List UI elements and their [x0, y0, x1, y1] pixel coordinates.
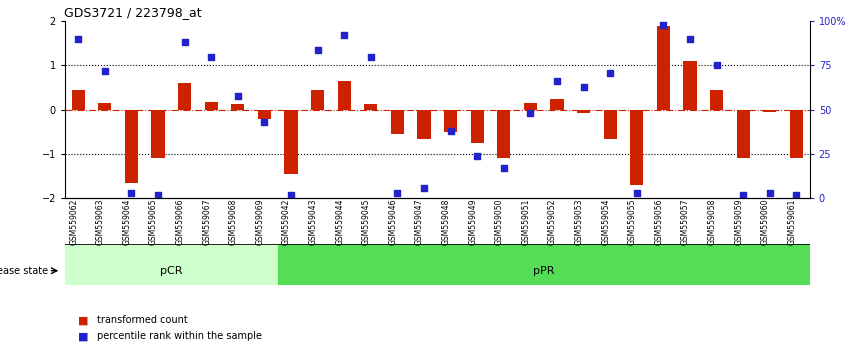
Point: [577, 84, 591, 90]
Bar: [204, 102, 218, 110]
Bar: [630, 110, 643, 185]
Text: GSM559058: GSM559058: [708, 199, 716, 245]
Point: [443, 128, 457, 134]
Text: pCR: pCR: [160, 266, 183, 276]
Point: [604, 70, 617, 75]
Bar: [338, 81, 351, 110]
Point: [337, 33, 351, 38]
Point: [231, 93, 245, 98]
Bar: [790, 110, 803, 159]
Point: [470, 153, 484, 159]
Text: GSM559049: GSM559049: [469, 199, 477, 245]
Point: [257, 119, 271, 125]
Text: GSM559053: GSM559053: [575, 199, 584, 245]
Text: pPR: pPR: [533, 266, 554, 276]
Point: [98, 68, 112, 74]
Bar: [444, 110, 457, 132]
Point: [550, 79, 564, 84]
Text: GSM559055: GSM559055: [628, 199, 637, 245]
Text: GSM559048: GSM559048: [442, 199, 450, 245]
Bar: [524, 103, 537, 110]
Bar: [391, 110, 404, 134]
Text: disease state: disease state: [0, 266, 48, 276]
Bar: [125, 110, 138, 183]
Text: GSM559061: GSM559061: [787, 199, 797, 245]
Bar: [72, 90, 85, 110]
Text: GSM559068: GSM559068: [229, 199, 238, 245]
Point: [364, 54, 378, 59]
Point: [763, 190, 777, 196]
Bar: [98, 103, 112, 110]
Point: [683, 36, 697, 42]
Text: GSM559050: GSM559050: [494, 199, 504, 245]
Text: percentile rank within the sample: percentile rank within the sample: [97, 331, 262, 341]
Point: [790, 192, 804, 198]
Bar: [365, 104, 378, 110]
Text: GSM559044: GSM559044: [335, 199, 345, 245]
Text: GSM559059: GSM559059: [734, 199, 743, 245]
Bar: [178, 83, 191, 110]
Point: [497, 165, 511, 171]
Point: [709, 63, 723, 68]
Text: GSM559047: GSM559047: [415, 199, 424, 245]
Bar: [311, 90, 324, 110]
Text: GSM559064: GSM559064: [122, 199, 132, 245]
Text: ■: ■: [78, 315, 88, 325]
Bar: [65, 244, 278, 285]
Text: GSM559046: GSM559046: [389, 199, 397, 245]
Text: GSM559065: GSM559065: [149, 199, 158, 245]
Bar: [284, 110, 298, 174]
Bar: [497, 110, 510, 159]
Text: GSM559045: GSM559045: [362, 199, 371, 245]
Bar: [710, 90, 723, 110]
Bar: [152, 110, 165, 159]
Text: GSM559054: GSM559054: [601, 199, 611, 245]
Bar: [551, 99, 564, 110]
Text: GSM559069: GSM559069: [255, 199, 264, 245]
Text: GSM559043: GSM559043: [308, 199, 318, 245]
Bar: [737, 110, 750, 159]
Bar: [656, 26, 670, 110]
Point: [523, 110, 537, 116]
Point: [630, 190, 643, 196]
Bar: [763, 110, 777, 112]
Point: [391, 190, 404, 196]
Text: GSM559066: GSM559066: [176, 199, 184, 245]
Text: transformed count: transformed count: [97, 315, 188, 325]
Point: [284, 192, 298, 198]
Text: GSM559052: GSM559052: [548, 199, 557, 245]
Text: GSM559062: GSM559062: [69, 199, 78, 245]
Point: [204, 54, 218, 59]
Text: GSM559051: GSM559051: [521, 199, 530, 245]
Bar: [417, 110, 430, 138]
Bar: [604, 110, 617, 138]
Text: GSM559042: GSM559042: [282, 199, 291, 245]
Bar: [470, 110, 484, 143]
Point: [178, 40, 191, 45]
Point: [71, 36, 85, 42]
Text: ■: ■: [78, 331, 88, 341]
Point: [656, 22, 670, 28]
Point: [125, 190, 139, 196]
Bar: [258, 110, 271, 120]
Bar: [278, 244, 810, 285]
Text: GSM559067: GSM559067: [203, 199, 211, 245]
Bar: [231, 104, 244, 110]
Text: GDS3721 / 223798_at: GDS3721 / 223798_at: [64, 6, 202, 19]
Text: GSM559057: GSM559057: [681, 199, 690, 245]
Point: [151, 192, 165, 198]
Bar: [577, 110, 591, 113]
Point: [736, 192, 750, 198]
Text: GSM559056: GSM559056: [655, 199, 663, 245]
Text: GSM559060: GSM559060: [761, 199, 770, 245]
Point: [311, 47, 325, 52]
Bar: [683, 61, 696, 110]
Point: [417, 185, 431, 190]
Text: GSM559063: GSM559063: [96, 199, 105, 245]
